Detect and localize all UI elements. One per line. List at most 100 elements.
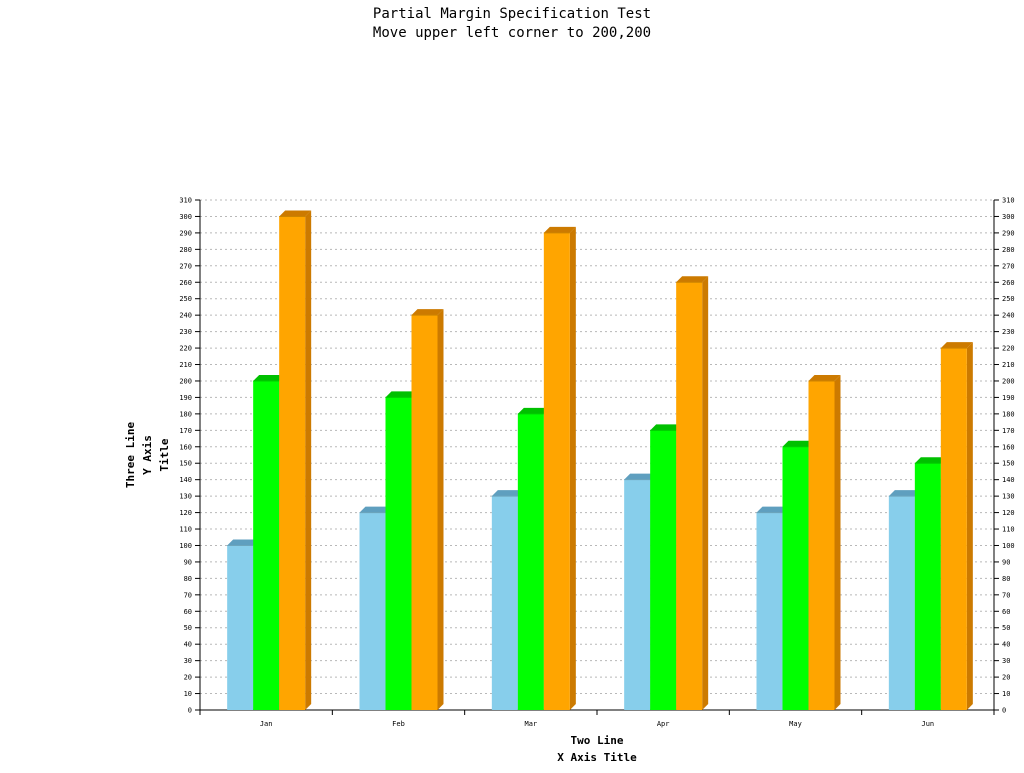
y-tick-label: 30 bbox=[184, 657, 192, 665]
bar-top bbox=[888, 490, 921, 497]
y-tick-label: 280 bbox=[179, 246, 192, 254]
bar-top bbox=[624, 473, 657, 480]
y2-tick-label: 60 bbox=[1002, 608, 1010, 616]
bar-front bbox=[888, 496, 915, 710]
bar-front bbox=[808, 380, 835, 710]
bar bbox=[411, 309, 444, 710]
bar bbox=[808, 374, 841, 710]
y2-tick-label: 220 bbox=[1002, 345, 1015, 353]
y2-tick-label: 260 bbox=[1002, 279, 1015, 287]
bar-side bbox=[569, 226, 576, 710]
y2-tick-label: 170 bbox=[1002, 427, 1015, 435]
bar-front bbox=[543, 232, 570, 710]
y2-tick-label: 210 bbox=[1002, 361, 1015, 369]
y2-tick-label: 130 bbox=[1002, 493, 1015, 501]
y-tick-label: 240 bbox=[179, 312, 192, 320]
bar-side bbox=[305, 210, 312, 711]
y-tick-label: 0 bbox=[188, 707, 192, 715]
y-tick-label: 140 bbox=[179, 476, 192, 484]
bar-front bbox=[491, 496, 518, 710]
y2-tick-label: 180 bbox=[1002, 410, 1015, 418]
y2-tick-label: 110 bbox=[1002, 526, 1015, 534]
y-tick-label: 60 bbox=[184, 608, 192, 616]
bar-front bbox=[676, 282, 703, 710]
y-tick-label: 110 bbox=[179, 526, 192, 534]
y-axis-title-line-1: Three Line bbox=[124, 422, 137, 489]
y-tick-label: 40 bbox=[184, 641, 192, 649]
bar-top bbox=[914, 457, 947, 464]
bar-top bbox=[543, 226, 576, 233]
bar-top bbox=[253, 374, 286, 381]
y-tick-label: 120 bbox=[179, 509, 192, 517]
bar-side bbox=[702, 276, 709, 710]
bar-top bbox=[650, 424, 683, 431]
y2-tick-label: 20 bbox=[1002, 674, 1010, 682]
y2-tick-label: 200 bbox=[1002, 377, 1015, 385]
x-tick-label: Mar bbox=[525, 720, 538, 728]
y-tick-label: 130 bbox=[179, 493, 192, 501]
y2-tick-label: 70 bbox=[1002, 591, 1010, 599]
y-tick-label: 50 bbox=[184, 624, 192, 632]
y-tick-label: 290 bbox=[179, 229, 192, 237]
y-tick-label: 170 bbox=[179, 427, 192, 435]
y2-tick-label: 230 bbox=[1002, 328, 1015, 336]
grid-lines bbox=[200, 199, 994, 695]
y-tick-label: 220 bbox=[179, 345, 192, 353]
x-tick-label: Apr bbox=[657, 720, 670, 728]
bar-front bbox=[279, 216, 306, 711]
y-axis-title-2: Y Axis bbox=[141, 435, 154, 475]
y2-tick-label: 160 bbox=[1002, 443, 1015, 451]
bar-front bbox=[385, 397, 412, 710]
bar-side bbox=[834, 374, 841, 710]
y-axis-title-line-2: Y Axis bbox=[141, 435, 154, 475]
y2-tick-label: 280 bbox=[1002, 246, 1015, 254]
y-tick-label: 230 bbox=[179, 328, 192, 336]
y2-tick-label: 40 bbox=[1002, 641, 1010, 649]
y-tick-label: 70 bbox=[184, 591, 192, 599]
bar-top bbox=[279, 210, 312, 217]
bar-top bbox=[756, 506, 789, 513]
y2-tick-label: 80 bbox=[1002, 575, 1010, 583]
bar-top bbox=[940, 342, 973, 349]
bar bbox=[543, 226, 576, 710]
bar-front bbox=[253, 380, 280, 710]
axes: 0 0 10 10 20 20 30 30 40 40 50 50 60 60 70 70 80 80 90 90 10… bbox=[179, 197, 1014, 729]
y-tick-label: 180 bbox=[179, 410, 192, 418]
x-axis-title-line-1: Two Line bbox=[571, 734, 624, 747]
bar-top bbox=[227, 539, 260, 546]
y2-tick-label: 30 bbox=[1002, 657, 1010, 665]
y2-tick-label: 100 bbox=[1002, 542, 1015, 550]
bar-top bbox=[411, 309, 444, 316]
y2-tick-label: 140 bbox=[1002, 476, 1015, 484]
bar bbox=[279, 210, 312, 711]
y-axis-title-3: Title bbox=[158, 438, 171, 471]
y2-tick-label: 310 bbox=[1002, 197, 1015, 205]
bar-top bbox=[676, 276, 709, 283]
y2-tick-label: 250 bbox=[1002, 295, 1015, 303]
y-axis-title: Three Line bbox=[124, 422, 137, 489]
bar-front bbox=[782, 446, 809, 710]
bar-front bbox=[624, 479, 651, 710]
y-tick-label: 250 bbox=[179, 295, 192, 303]
bar-side bbox=[437, 309, 444, 710]
y-tick-label: 80 bbox=[184, 575, 192, 583]
chart-subtitle: Move upper left corner to 200,200 bbox=[373, 25, 651, 41]
y-tick-label: 210 bbox=[179, 361, 192, 369]
y2-tick-label: 150 bbox=[1002, 460, 1015, 468]
y2-tick-label: 50 bbox=[1002, 624, 1010, 632]
y-tick-label: 190 bbox=[179, 394, 192, 402]
bar-front bbox=[756, 512, 783, 710]
bar-front bbox=[940, 348, 967, 710]
bar-side bbox=[966, 342, 973, 710]
bar bbox=[359, 506, 392, 710]
y-tick-label: 300 bbox=[179, 213, 192, 221]
bar-front bbox=[411, 315, 438, 710]
y-tick-label: 100 bbox=[179, 542, 192, 550]
y2-tick-label: 0 bbox=[1002, 707, 1006, 715]
y-tick-label: 260 bbox=[179, 279, 192, 287]
y2-tick-label: 90 bbox=[1002, 558, 1010, 566]
y-tick-label: 160 bbox=[179, 443, 192, 451]
y-tick-label: 270 bbox=[179, 262, 192, 270]
y-tick-label: 200 bbox=[179, 377, 192, 385]
y2-tick-label: 240 bbox=[1002, 312, 1015, 320]
